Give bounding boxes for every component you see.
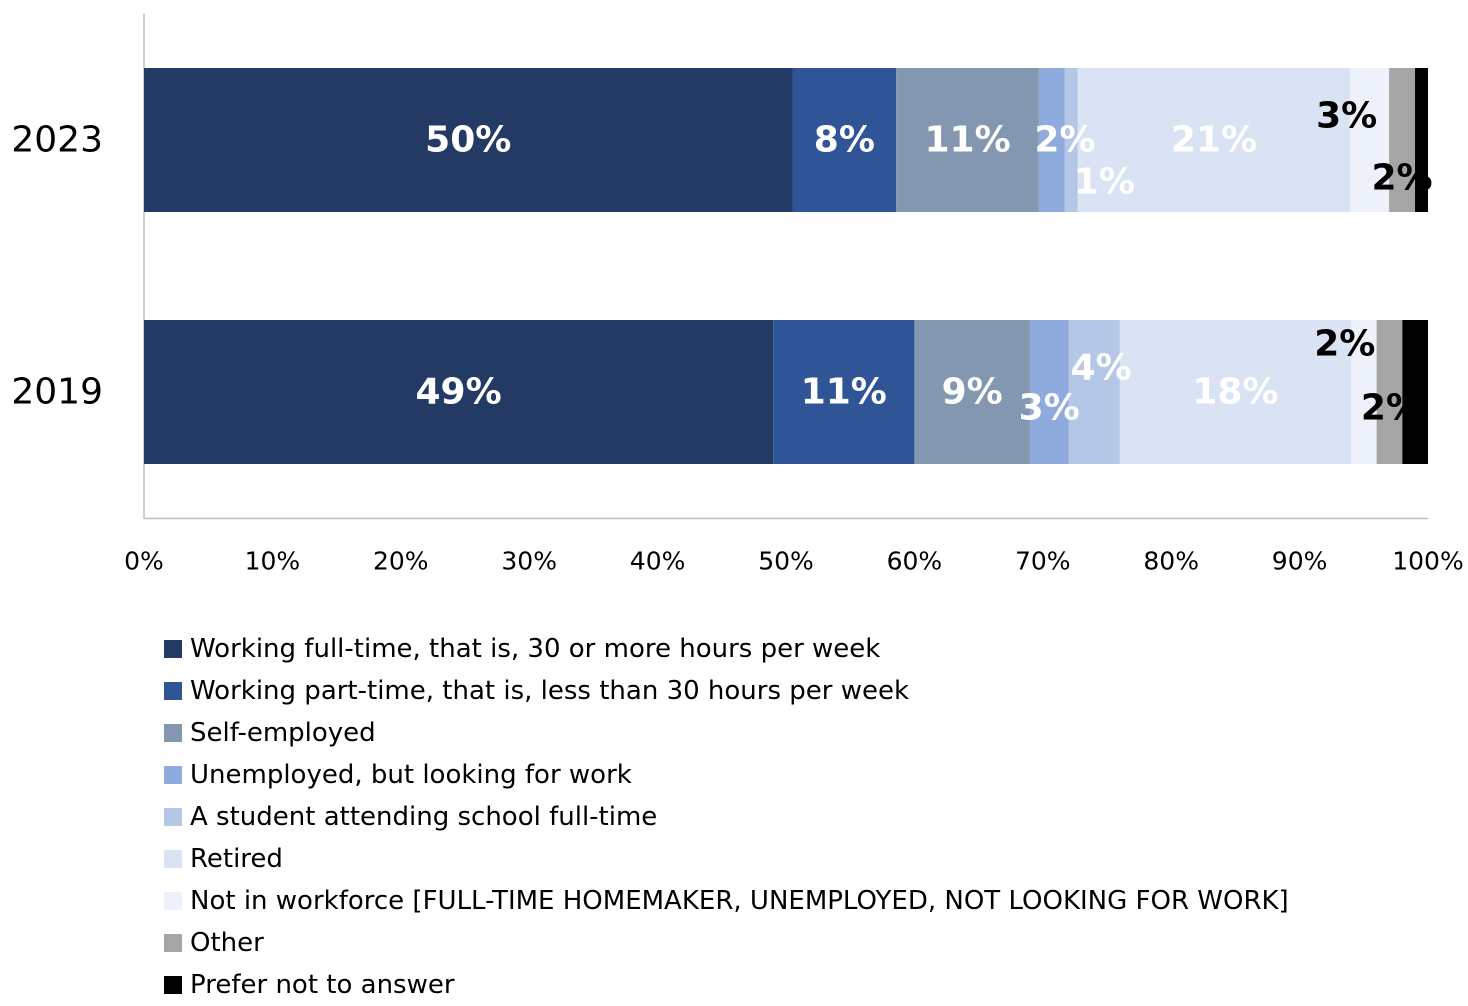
bar-segment xyxy=(1389,68,1416,212)
legend-label: Unemployed, but looking for work xyxy=(190,760,632,790)
x-tick-label: 30% xyxy=(501,547,557,576)
data-label: 18% xyxy=(1192,372,1278,413)
bar-segment xyxy=(914,320,1030,464)
legend-swatch xyxy=(164,724,182,742)
bar-segment xyxy=(144,68,793,212)
data-label: 4% xyxy=(1071,348,1132,389)
data-label: 21% xyxy=(1171,120,1257,161)
x-tick-label: 10% xyxy=(245,547,301,576)
legend-label: Working full-time, that is, 30 or more h… xyxy=(190,634,881,664)
bar-segment xyxy=(1064,68,1078,212)
data-label: 3% xyxy=(1019,388,1080,429)
legend-item: Unemployed, but looking for work xyxy=(164,754,1289,796)
x-tick-label: 60% xyxy=(887,547,943,576)
category-label: 2023 xyxy=(11,120,103,161)
legend-swatch xyxy=(164,808,182,826)
legend-item: Prefer not to answer xyxy=(164,964,1289,1006)
data-label: 2% xyxy=(1034,120,1095,161)
data-label: 49% xyxy=(415,372,501,413)
legend-swatch xyxy=(164,892,182,910)
x-tick-label: 50% xyxy=(758,547,814,576)
legend-item: A student attending school full-time xyxy=(164,796,1289,838)
data-label: 3% xyxy=(1316,96,1377,137)
data-label: 50% xyxy=(425,120,511,161)
legend-label: Not in workforce [FULL-TIME HOMEMAKER, U… xyxy=(190,886,1289,916)
legend-item: Retired xyxy=(164,838,1289,880)
legend-label: Retired xyxy=(190,844,283,874)
data-label: 1% xyxy=(1074,162,1135,203)
data-label: 2% xyxy=(1361,388,1422,429)
x-tick-label: 20% xyxy=(373,547,429,576)
legend-label: Other xyxy=(190,928,264,958)
x-tick-label: 80% xyxy=(1143,547,1199,576)
legend-item: Other xyxy=(164,922,1289,964)
bar-segment xyxy=(1068,320,1120,464)
bar-segment xyxy=(1119,320,1351,464)
legend-swatch xyxy=(164,976,182,994)
data-label: 11% xyxy=(924,120,1010,161)
data-label: 11% xyxy=(801,372,887,413)
legend-item: Not in workforce [FULL-TIME HOMEMAKER, U… xyxy=(164,880,1289,922)
bar-segment xyxy=(1415,68,1428,212)
x-tick-label: 100% xyxy=(1392,547,1463,576)
legend-label: Self-employed xyxy=(190,718,376,748)
data-label: 2% xyxy=(1314,324,1375,365)
bar-segment xyxy=(1029,320,1069,464)
legend-swatch xyxy=(164,766,182,784)
data-label: 9% xyxy=(942,372,1003,413)
x-tick-label: 0% xyxy=(124,547,164,576)
x-tick-label: 70% xyxy=(1015,547,1071,576)
bar-segment xyxy=(1038,68,1065,212)
legend-label: Prefer not to answer xyxy=(190,970,455,1000)
bar-segment xyxy=(144,320,774,464)
legend: Working full-time, that is, 30 or more h… xyxy=(164,628,1289,1006)
legend-swatch xyxy=(164,850,182,868)
bar-segment xyxy=(1376,320,1403,464)
legend-swatch xyxy=(164,934,182,952)
bar-segment xyxy=(1350,68,1390,212)
data-label: 2% xyxy=(1371,158,1432,199)
legend-swatch xyxy=(164,640,182,658)
legend-label: Working part-time, that is, less than 30… xyxy=(190,676,910,706)
legend-item: Working full-time, that is, 30 or more h… xyxy=(164,628,1289,670)
bar-segment xyxy=(1402,320,1428,464)
data-label: 8% xyxy=(814,120,875,161)
bar-segment xyxy=(792,68,897,212)
x-tick-label: 90% xyxy=(1272,547,1328,576)
stacked-bar-chart: 50% 8% 11% 2%1%21%3%2%49% 11% 9% 3%4%18%2%2% 2… xyxy=(11,14,1464,576)
category-label: 2019 xyxy=(11,372,103,413)
legend-swatch xyxy=(164,682,182,700)
bar-segment xyxy=(773,320,915,464)
bar-segment xyxy=(1077,68,1351,212)
bar-segment xyxy=(896,68,1039,212)
legend-item: Working part-time, that is, less than 30… xyxy=(164,670,1289,712)
legend-label: A student attending school full-time xyxy=(190,802,658,832)
legend-item: Self-employed xyxy=(164,712,1289,754)
bar-segment xyxy=(1350,320,1377,464)
x-tick-label: 40% xyxy=(630,547,686,576)
